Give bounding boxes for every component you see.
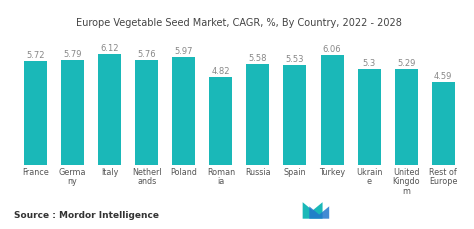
Text: 4.82: 4.82: [211, 67, 230, 76]
Title: Europe Vegetable Seed Market, CAGR, %, By Country, 2022 - 2028: Europe Vegetable Seed Market, CAGR, %, B…: [76, 18, 402, 28]
Text: 5.29: 5.29: [397, 59, 415, 68]
Bar: [98, 54, 121, 165]
Bar: [320, 55, 344, 165]
Text: 6.06: 6.06: [323, 45, 341, 54]
Text: 5.97: 5.97: [174, 46, 193, 56]
Bar: [283, 65, 307, 165]
Text: 5.3: 5.3: [363, 59, 376, 68]
Bar: [395, 69, 418, 165]
Bar: [61, 60, 84, 165]
Polygon shape: [309, 206, 329, 219]
Bar: [246, 64, 269, 165]
Polygon shape: [302, 202, 322, 219]
Text: 5.76: 5.76: [137, 50, 156, 59]
Text: 5.79: 5.79: [63, 50, 82, 59]
Bar: [358, 69, 381, 165]
Bar: [135, 60, 158, 165]
Bar: [210, 77, 232, 165]
Bar: [432, 82, 455, 165]
Bar: [172, 57, 195, 165]
Text: 5.58: 5.58: [249, 54, 267, 63]
Text: 5.53: 5.53: [286, 55, 304, 63]
Text: 6.12: 6.12: [100, 44, 119, 53]
Text: Source : Mordor Intelligence: Source : Mordor Intelligence: [14, 211, 159, 220]
Text: 5.72: 5.72: [26, 51, 45, 60]
Bar: [24, 61, 47, 165]
Text: 4.59: 4.59: [434, 72, 453, 81]
